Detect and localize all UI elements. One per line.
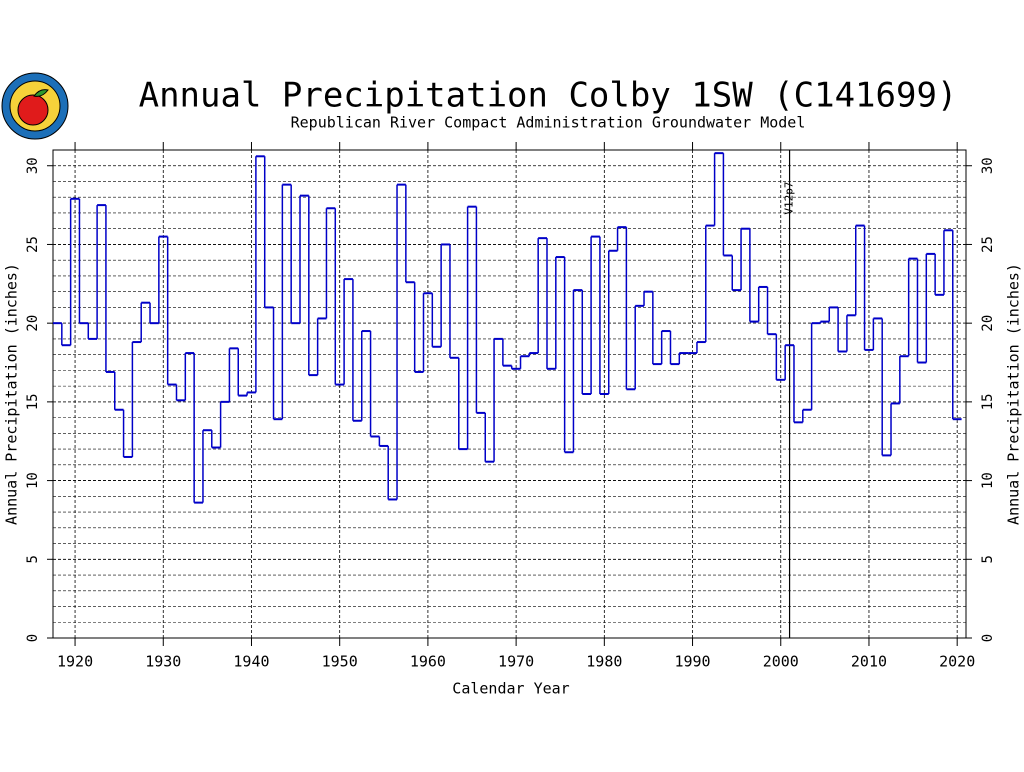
y2-tick-label: 5 — [980, 555, 996, 563]
x-tick-label: 1960 — [410, 653, 446, 671]
y-axis-label: Annual Precipitation (inches) — [3, 263, 21, 525]
y2-tick-label: 25 — [980, 236, 996, 253]
x-tick-label: 1940 — [233, 653, 269, 671]
y-tick-label: 10 — [25, 472, 41, 489]
plot-frame — [52, 149, 967, 639]
x-tick-label: 2010 — [851, 653, 887, 671]
x-tick-label: 1990 — [674, 653, 710, 671]
x-axis-label: Calendar Year — [452, 680, 569, 698]
y2-tick-label: 10 — [980, 472, 996, 489]
y2-tick-label: 0 — [980, 634, 996, 642]
y-tick-label: 20 — [25, 315, 41, 332]
y2-tick-label: 30 — [980, 157, 996, 174]
y2-axis-label: Annual Precipitation (inches) — [1005, 263, 1023, 525]
x-tick-label: 1920 — [57, 653, 93, 671]
annotation-label: V12p7 — [783, 181, 796, 214]
x-tick-label: 1980 — [586, 653, 622, 671]
x-tick-label: 2000 — [763, 653, 799, 671]
logo — [1, 72, 69, 140]
y-tick-label: 0 — [25, 634, 41, 642]
y-tick-label: 15 — [25, 393, 41, 410]
y-tick-label: 5 — [25, 555, 41, 563]
y-tick-label: 25 — [25, 236, 41, 253]
y2-tick-label: 15 — [980, 393, 996, 410]
x-tick-label: 2020 — [939, 653, 975, 671]
y-tick-label: 30 — [25, 157, 41, 174]
chart-title: Annual Precipitation Colby 1SW (C141699) — [139, 76, 958, 116]
x-tick-label: 1930 — [145, 653, 181, 671]
x-tick-label: 1950 — [322, 653, 358, 671]
chart-subtitle: Republican River Compact Administration … — [291, 114, 806, 132]
y2-tick-label: 20 — [980, 315, 996, 332]
x-tick-label: 1970 — [498, 653, 534, 671]
